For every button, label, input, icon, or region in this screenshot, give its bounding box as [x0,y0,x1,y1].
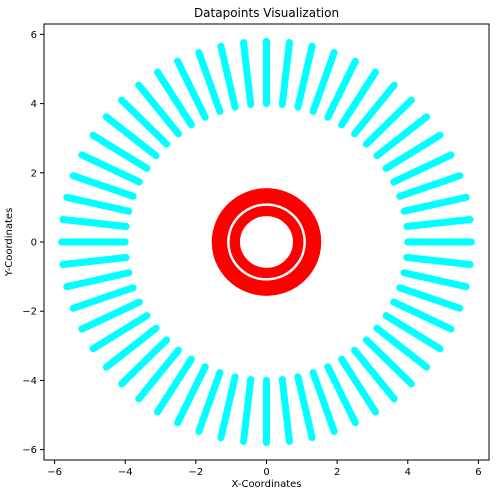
cyan-spoke [351,346,398,403]
cyan-spoke [195,49,224,115]
x-tick-label: 0 [263,467,269,478]
x-tick-label: 2 [334,467,340,478]
axis-ticks: −6 −4 −2 0 2 4 6 −6 −4 −2 0 2 4 6 [22,30,481,478]
cyan-spoke [135,81,182,138]
cyan-spoke [118,96,171,148]
cyan-spoke [63,269,133,291]
cyan-spoke [102,113,160,160]
x-tick-label: −2 [188,467,203,478]
cyan-spoke [240,376,255,445]
cyan-spoke [324,363,359,427]
cyan-spoke [278,376,293,445]
cyan-spoke [78,298,143,333]
cyan-spoke [403,216,474,231]
plot-frame [43,23,490,461]
cyan-spoke [382,131,444,172]
cyan-spoke [154,355,195,416]
x-tick-label: 4 [405,467,411,478]
cyan-spoke [400,269,470,291]
x-tick-label: 6 [475,467,481,478]
cyan-spoke [309,49,338,115]
cyan-spoke [89,312,151,353]
red-ring-2 [227,203,306,281]
cyan-spoke [400,193,470,215]
y-tick-label: 6 [31,30,37,41]
y-tick-label: 2 [31,168,37,179]
cyan-spoke [63,193,133,215]
cyan-spoke [390,151,455,186]
cyan-spoke [309,369,338,435]
cyan-spoke [135,346,182,403]
red-ring-1 [211,188,322,296]
cyan-spoke [362,336,415,388]
cyan-spoke [240,39,255,108]
cyan-spoke [382,312,444,353]
y-tick-label: −4 [22,376,37,387]
y-tick-label: 0 [31,238,37,249]
cyan-spoke [78,151,143,186]
y-tick-label: −2 [22,307,37,318]
cyan-spoke [294,373,316,442]
cyan-spoke [69,284,137,312]
cyan-spoke [59,216,130,231]
cyan-spoke [338,68,379,129]
cyan-spoke [59,253,130,268]
cyan-spoke [373,113,431,160]
x-tick-label: −6 [47,467,62,478]
cyan-spoke [174,363,209,427]
cyan-spoke [373,324,431,371]
cyan-spoke [396,284,464,312]
cyan-spoke [89,131,151,172]
cyan-spoke [118,336,171,388]
cyan-spoke [174,57,209,121]
cyan-spoke [390,298,455,333]
cyan-spoke [294,42,316,111]
cyan-spoke [324,57,359,121]
cyan-spoke [217,373,239,442]
cyan-spoke [69,172,137,200]
cyan-spoke [278,39,293,108]
cyan-spoke [217,42,239,111]
x-tick-label: −4 [118,467,133,478]
cyan-spoke [351,81,398,138]
cyan-spoke [362,96,415,148]
cyan-spoke [338,355,379,416]
y-tick-label: −6 [22,445,37,456]
x-axis-label: X-Coordinates [232,479,302,490]
ring-gap [227,203,306,281]
chart-title: Datapoints Visualization [194,6,339,20]
cyan-spoke [102,324,160,371]
y-tick-label: 4 [31,99,37,110]
cyan-spoke [403,253,474,268]
cyan-spoke [195,369,224,435]
plot-area [58,37,475,447]
y-axis-label: Y-Coordinates [4,208,15,278]
cyan-spoke [154,68,195,129]
cyan-spoke [396,172,464,200]
